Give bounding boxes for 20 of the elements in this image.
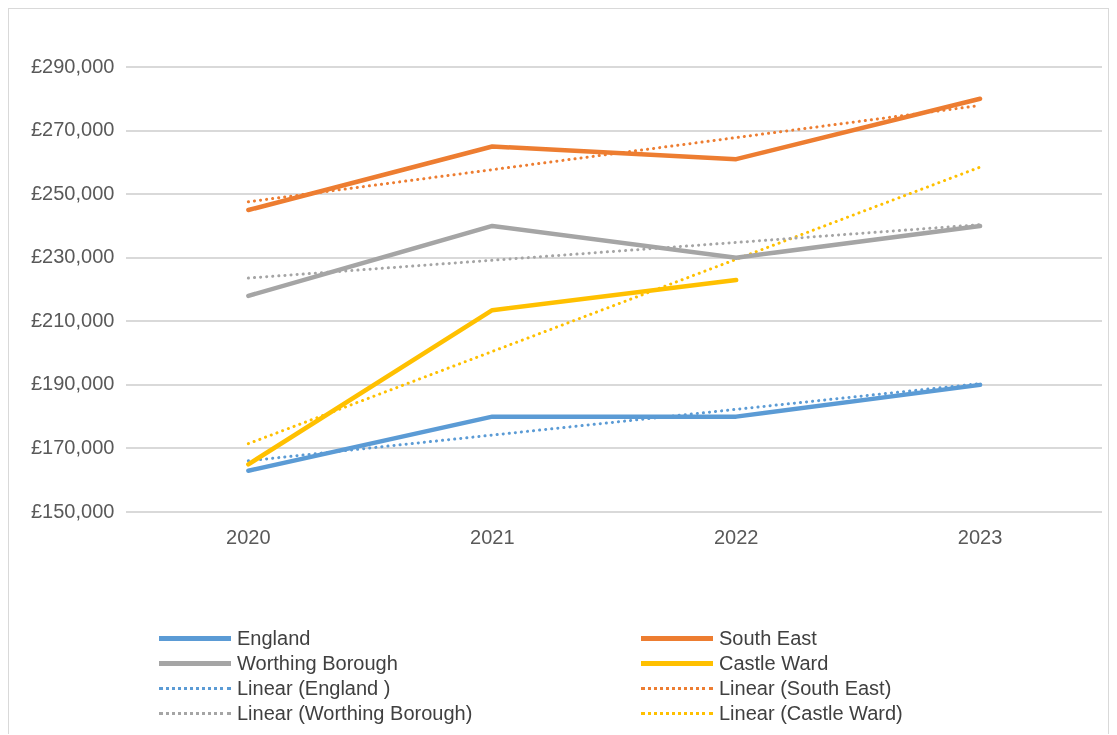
legend-label: Linear (Worthing Borough) <box>237 701 473 725</box>
legend-label: Worthing Borough <box>237 651 398 675</box>
x-tick-label: 2021 <box>470 525 515 548</box>
y-tick-label: £230,000 <box>31 245 115 268</box>
y-tick-label: £270,000 <box>31 118 115 141</box>
legend-label: Linear (Castle Ward) <box>719 701 903 725</box>
y-tick-label: £150,000 <box>31 499 115 522</box>
legend-label: Linear (South East) <box>719 676 892 700</box>
legend-label: Linear (England ) <box>237 676 391 700</box>
y-tick-label: £170,000 <box>31 435 115 458</box>
y-tick-label: £210,000 <box>31 308 115 331</box>
legend-label: South East <box>719 626 817 650</box>
y-tick-label: £190,000 <box>31 372 115 395</box>
y-tick-label: £290,000 <box>31 54 115 77</box>
x-tick-label: 2020 <box>226 525 271 548</box>
x-tick-label: 2022 <box>713 525 759 548</box>
y-tick-label: £250,000 <box>31 181 115 204</box>
x-tick-label: 2023 <box>957 525 1003 548</box>
legend-label: England <box>237 626 311 650</box>
legend-label: Castle Ward <box>719 651 829 675</box>
